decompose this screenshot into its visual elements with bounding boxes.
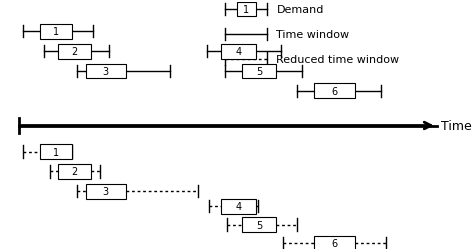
FancyBboxPatch shape [237, 3, 255, 17]
FancyBboxPatch shape [314, 84, 356, 99]
Text: 4: 4 [235, 47, 241, 57]
Text: 2: 2 [71, 47, 78, 57]
FancyBboxPatch shape [58, 45, 91, 59]
Text: 4: 4 [235, 201, 241, 211]
Text: 6: 6 [331, 86, 337, 97]
FancyBboxPatch shape [86, 64, 126, 79]
FancyBboxPatch shape [242, 217, 276, 232]
Text: Reduced time window: Reduced time window [276, 54, 400, 64]
Text: 1: 1 [53, 147, 59, 157]
FancyBboxPatch shape [86, 184, 126, 199]
FancyBboxPatch shape [58, 164, 91, 179]
Text: 5: 5 [256, 67, 262, 77]
Text: 2: 2 [71, 167, 78, 177]
Text: 5: 5 [256, 220, 262, 230]
Text: Time window: Time window [276, 30, 350, 40]
Text: Time: Time [441, 119, 472, 133]
FancyBboxPatch shape [39, 145, 72, 159]
FancyBboxPatch shape [242, 64, 276, 79]
FancyBboxPatch shape [221, 45, 255, 59]
Text: 1: 1 [53, 27, 59, 37]
Text: 3: 3 [103, 67, 109, 77]
FancyBboxPatch shape [39, 25, 72, 40]
FancyBboxPatch shape [314, 236, 356, 251]
Text: 3: 3 [103, 186, 109, 196]
Text: 1: 1 [243, 5, 249, 15]
Text: Demand: Demand [276, 5, 324, 15]
Text: 6: 6 [331, 238, 337, 248]
FancyBboxPatch shape [221, 199, 255, 214]
